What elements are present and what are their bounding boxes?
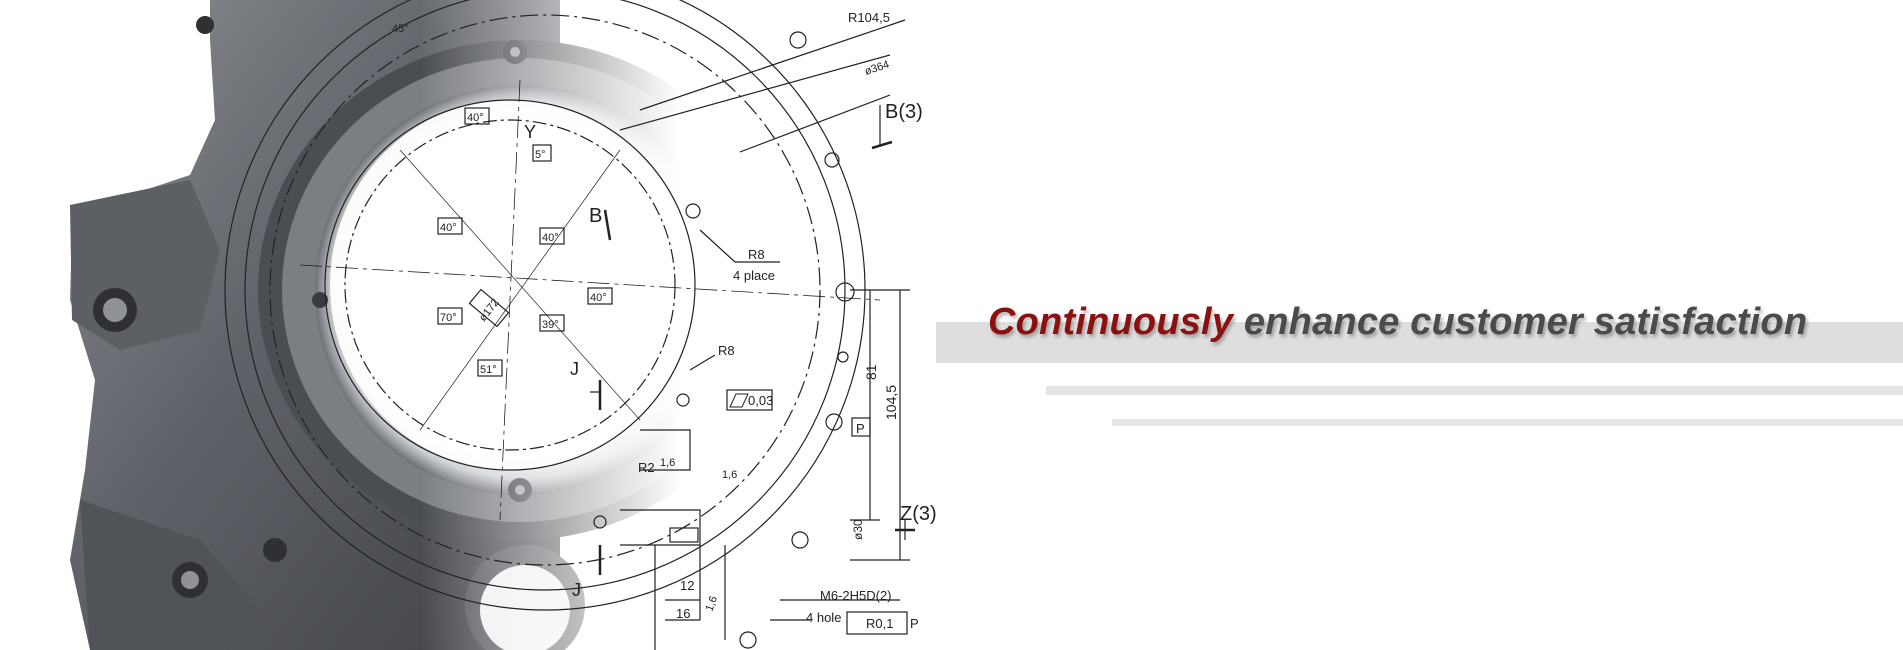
label-angle-39: 39° [542, 319, 559, 331]
label-j-lower: J [572, 580, 581, 600]
label-j-upper: J [570, 359, 579, 379]
label-1-6b: 1,6 [722, 469, 737, 481]
tagline-rest: enhance customer satisfaction [1243, 301, 1808, 343]
label-angle-40c: 40° [542, 232, 559, 244]
label-thread: M6-2H5D(2) [820, 588, 892, 603]
label-4-place: 4 place [733, 268, 775, 283]
label-axis-y: Y [524, 122, 536, 142]
label-r8-lower: R8 [718, 343, 735, 358]
label-angle-45: 45° [392, 23, 409, 35]
label-b: B [589, 205, 602, 227]
label-1-6a: 1,6 [660, 457, 675, 469]
label-dia30: ø30 [851, 519, 865, 540]
label-angle-70: 70° [440, 312, 457, 324]
label-pos-tol: R0,1 [866, 616, 893, 631]
tagline-backdrop-band [936, 322, 1903, 363]
label-angle-40b: 40° [440, 222, 457, 234]
label-b3: B(3) [885, 101, 923, 123]
decorative-line-lower [1112, 419, 1903, 426]
label-1-6c: 1,6 [704, 595, 721, 613]
label-16: 16 [676, 606, 690, 621]
technical-drawing [224, 0, 915, 650]
label-p-box: P [856, 421, 865, 436]
label-12: 12 [680, 578, 694, 593]
label-pos-ref: P [910, 616, 919, 631]
label-z3: Z(3) [900, 503, 937, 525]
label-angle-40d: 40° [590, 292, 607, 304]
label-4-hole: 4 hole [806, 610, 841, 625]
label-angle-40a: 40° [467, 112, 484, 124]
label-r104-5: R104,5 [848, 10, 890, 25]
label-angle-51: 51° [480, 364, 497, 376]
label-104-5: 104,5 [883, 385, 899, 420]
decorative-line-upper [1046, 386, 1903, 395]
drawing-text: R104,5 ø364 B(3) B R8 4 place R8 0,03 R2… [392, 10, 937, 631]
label-r2: R2 [638, 460, 655, 475]
label-81: 81 [863, 364, 879, 380]
label-r8-upper: R8 [748, 247, 765, 262]
tagline-highlight: Continuously [988, 301, 1234, 343]
label-angle-5: 5° [535, 149, 546, 161]
label-flatness: 0,03 [748, 393, 773, 408]
hero-tagline: Continuously enhance customer satisfacti… [988, 298, 1807, 346]
engineering-drawing-illustration: R104,5 ø364 B(3) B R8 4 place R8 0,03 R2… [70, 0, 937, 650]
